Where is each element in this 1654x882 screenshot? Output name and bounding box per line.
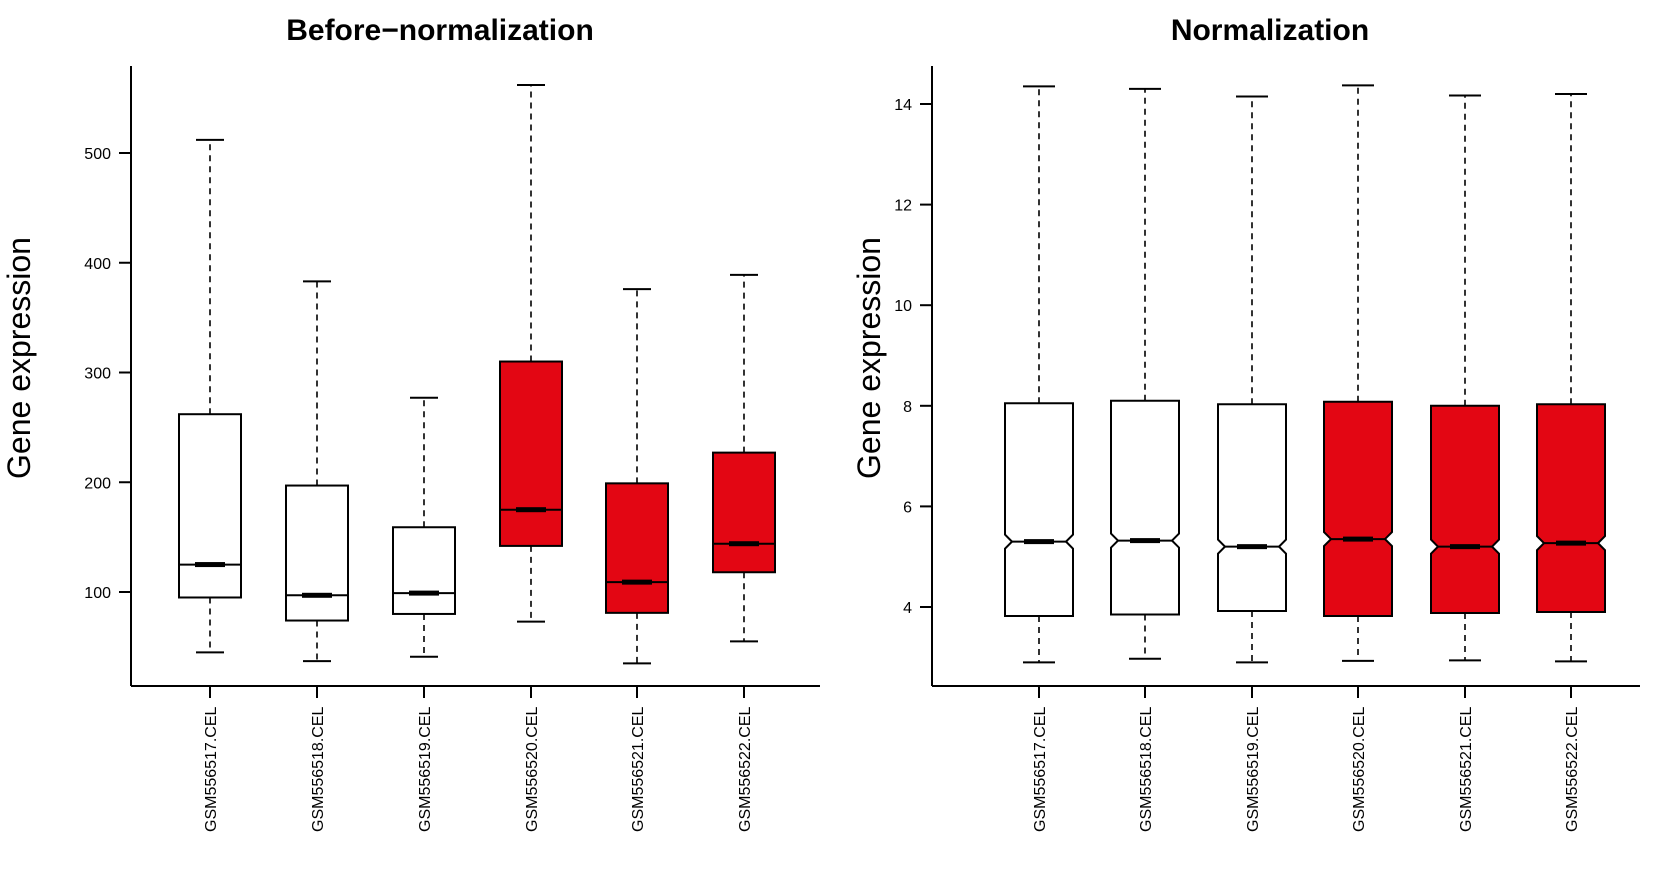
- box-GSM556522.CEL: GSM556522.CEL: [1536, 92, 1606, 832]
- median-mark: [1237, 544, 1267, 550]
- y-tick-label: 12: [894, 198, 912, 215]
- box-body: [1323, 400, 1393, 618]
- y-tick-label: 500: [84, 146, 111, 163]
- x-tick-label: GSM556518.CEL: [310, 706, 327, 832]
- y-axis-label: Gene expression: [851, 237, 887, 479]
- y-tick-label: 400: [84, 256, 111, 273]
- plot-area: 4 6 8 10 12 14 GSM556517.CEL GSM556518.CEL GSM55…: [894, 66, 1640, 832]
- box-GSM556519.CEL: GSM556519.CEL: [1217, 95, 1287, 832]
- box-GSM556519.CEL: GSM556519.CEL: [392, 396, 456, 832]
- box-body: [392, 526, 456, 615]
- box-body: [1536, 403, 1606, 614]
- x-tick-label: GSM556520.CEL: [524, 706, 541, 832]
- y-tick-label: 100: [84, 585, 111, 602]
- box-body: [1430, 404, 1500, 615]
- box-GSM556520.CEL: GSM556520.CEL: [499, 83, 563, 832]
- panel-normalization: Normalization Gene expression 4 6 8 10 12 14 G…: [851, 14, 1640, 832]
- plot-area: 100 200 300 400 500 GSM556517.CEL GSM556518.CE…: [84, 66, 820, 832]
- box-body: [285, 484, 349, 622]
- y-tick-label: 8: [903, 399, 912, 416]
- median-mark: [1343, 536, 1373, 542]
- x-tick-label: GSM556517.CEL: [203, 706, 220, 832]
- y-tick-label: 200: [84, 475, 111, 492]
- box-GSM556517.CEL: GSM556517.CEL: [178, 138, 242, 832]
- box-GSM556518.CEL: GSM556518.CEL: [285, 280, 349, 832]
- box-body: [1110, 399, 1180, 616]
- box-body: [499, 360, 563, 547]
- x-tick-label: GSM556518.CEL: [1138, 706, 1155, 832]
- x-tick-label: GSM556521.CEL: [630, 706, 647, 832]
- box-GSM556520.CEL: GSM556520.CEL: [1323, 84, 1393, 832]
- box-body: [1004, 402, 1074, 618]
- x-tick-label: GSM556521.CEL: [1458, 706, 1475, 832]
- median-mark: [1450, 544, 1480, 550]
- x-tick-label: GSM556519.CEL: [417, 706, 434, 832]
- y-axis-label: Gene expression: [1, 237, 37, 479]
- y-tick-label: 6: [903, 499, 912, 516]
- x-tick-label: GSM556520.CEL: [1351, 706, 1368, 832]
- x-tick-label: GSM556517.CEL: [1032, 706, 1049, 832]
- box-body: [178, 413, 242, 599]
- box-GSM556521.CEL: GSM556521.CEL: [1430, 94, 1500, 832]
- y-tick-label: 300: [84, 366, 111, 383]
- median-mark: [1130, 538, 1160, 544]
- box-body: [712, 451, 776, 574]
- median-mark: [409, 590, 439, 596]
- box-GSM556521.CEL: GSM556521.CEL: [605, 288, 669, 832]
- x-tick-label: GSM556519.CEL: [1245, 706, 1262, 832]
- median-mark: [195, 562, 225, 568]
- box-body: [1217, 403, 1287, 613]
- panel-before-normalization: Before−normalization Gene expression 100…: [1, 14, 820, 832]
- box-GSM556522.CEL: GSM556522.CEL: [712, 273, 776, 832]
- box-GSM556517.CEL: GSM556517.CEL: [1004, 85, 1074, 832]
- chart-title: Normalization: [1171, 14, 1369, 47]
- box-GSM556518.CEL: GSM556518.CEL: [1110, 87, 1180, 832]
- median-mark: [302, 592, 332, 598]
- median-mark: [1024, 539, 1054, 545]
- median-mark: [1556, 540, 1586, 546]
- chart-title: Before−normalization: [286, 14, 594, 47]
- y-tick-label: 10: [894, 298, 912, 315]
- median-mark: [622, 579, 652, 585]
- y-tick-label: 14: [894, 97, 912, 114]
- median-mark: [729, 541, 759, 547]
- box-body: [605, 482, 669, 614]
- median-mark: [516, 507, 546, 513]
- y-tick-label: 4: [903, 600, 912, 617]
- x-tick-label: GSM556522.CEL: [737, 706, 754, 832]
- x-tick-label: GSM556522.CEL: [1564, 706, 1581, 832]
